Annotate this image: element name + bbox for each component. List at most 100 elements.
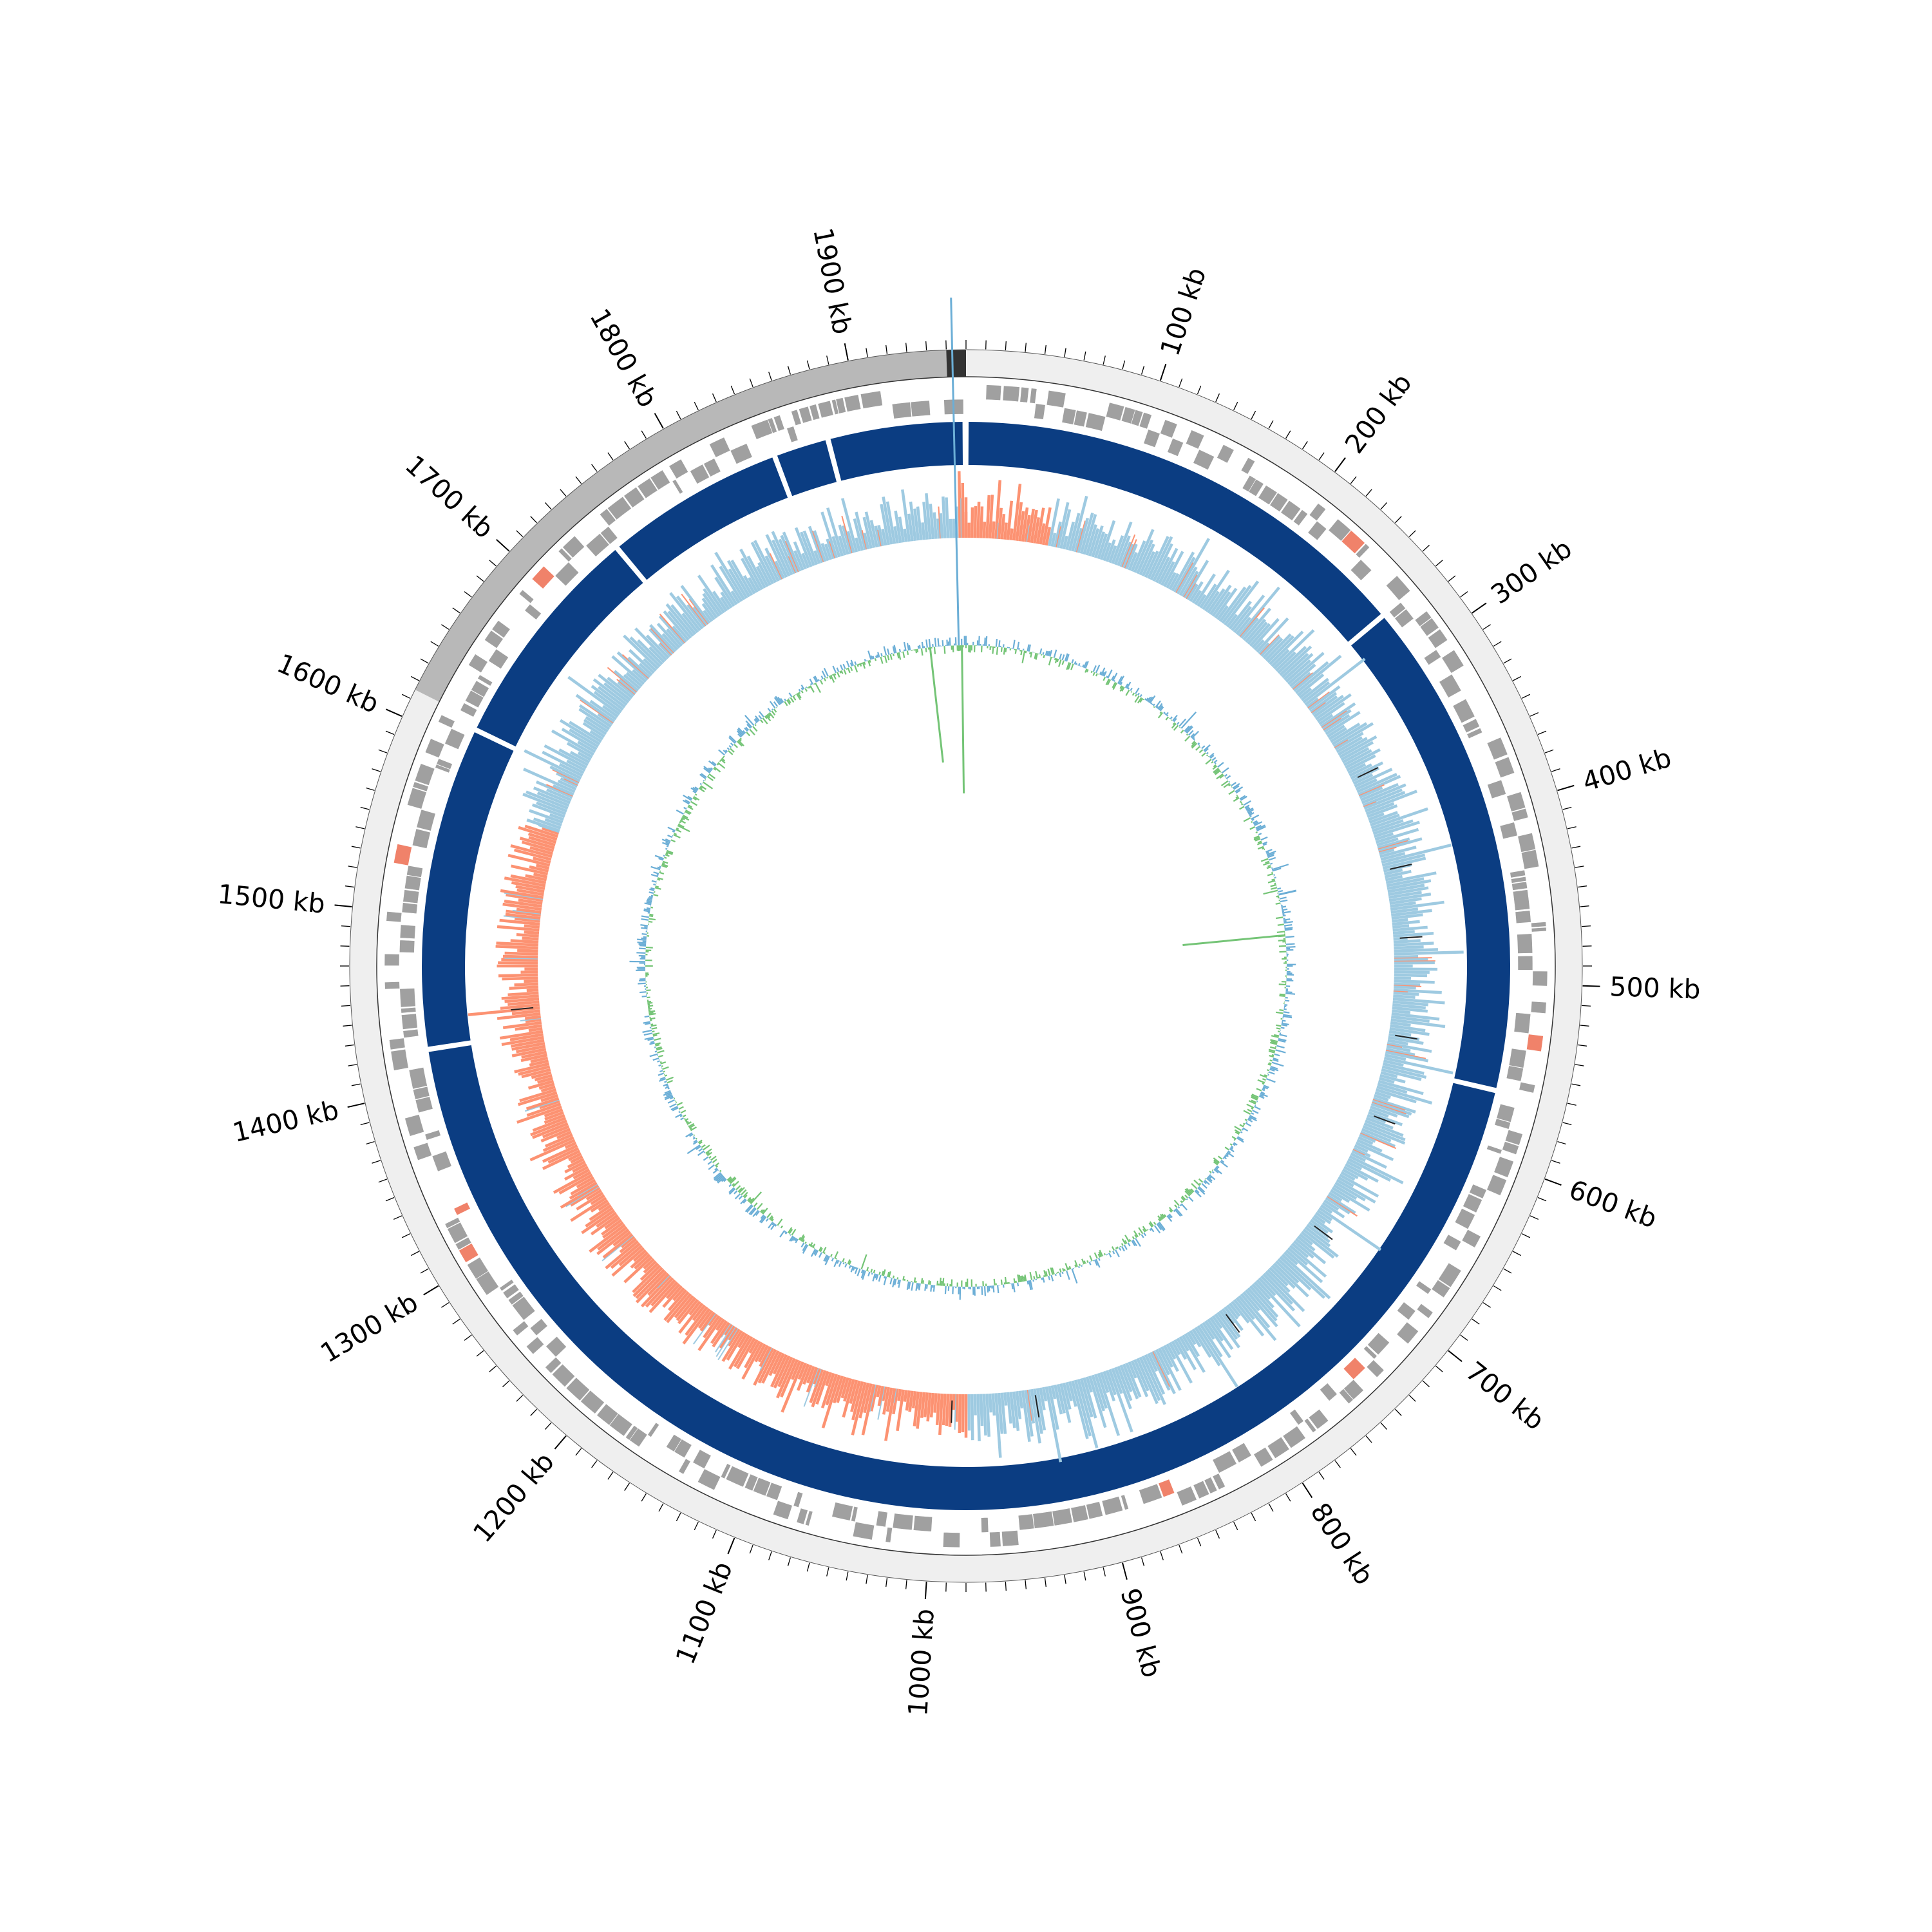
skew-bar (1387, 1039, 1408, 1046)
gc-bar (688, 804, 692, 808)
gc-bar (1256, 1088, 1262, 1092)
skew-bar (1186, 583, 1198, 601)
gc-bar (908, 645, 911, 650)
gc-bar (694, 786, 699, 790)
major-tick (334, 904, 352, 908)
skew-bar (761, 1350, 780, 1384)
skew-bar (1349, 1155, 1404, 1184)
skew-bar (501, 994, 539, 1000)
gc-bar (699, 1141, 703, 1145)
gc-bar (713, 768, 717, 771)
skew-bar (1313, 694, 1344, 718)
gc-bar (1121, 1238, 1126, 1245)
skew-bar (658, 615, 685, 645)
gc-bar (1236, 1137, 1244, 1143)
skew-spike (538, 824, 560, 833)
skew-bar (739, 548, 764, 591)
gc-bar (1116, 1246, 1119, 1249)
tick-label: 800 kb (1304, 1497, 1379, 1590)
skew-bar (553, 1171, 592, 1194)
minor-tick (410, 676, 419, 681)
feature-block (852, 1521, 875, 1540)
gc-bar (1235, 790, 1241, 794)
gc-bar (1021, 1275, 1025, 1282)
skew-bar (826, 507, 844, 557)
feature-block (1532, 971, 1548, 987)
skew-bar (757, 562, 772, 586)
skew-bar (521, 1050, 547, 1059)
skew-bar (909, 501, 917, 541)
skew-bar (780, 1359, 799, 1398)
gc-bar (1103, 1253, 1106, 1256)
skew-bar (502, 902, 542, 911)
minor-tick (846, 1571, 849, 1581)
feature-block (464, 690, 484, 708)
skew-bar (1099, 1372, 1110, 1393)
gc-bar (650, 887, 655, 890)
skew-bar (643, 658, 657, 672)
gc-bar (1284, 927, 1293, 930)
gc-bar (765, 1218, 769, 1222)
skew-bar (524, 924, 540, 929)
gc-bar (1240, 802, 1243, 804)
skew-spike (552, 769, 580, 783)
feature-block (424, 738, 445, 759)
skew-bar (560, 1184, 599, 1209)
gc-bar (797, 692, 802, 699)
skew-bar (532, 1117, 567, 1132)
skew-bar (1221, 585, 1252, 624)
feature-block (431, 1151, 452, 1172)
skew-bar (933, 512, 938, 539)
skew-bar (582, 722, 605, 738)
skew-bar (640, 1275, 672, 1308)
gc-bar (1095, 665, 1101, 674)
skew-bar (1361, 1128, 1392, 1142)
skew-bar (1181, 571, 1199, 598)
skew-spike (524, 1099, 560, 1112)
gc-bar (1190, 733, 1195, 738)
gc-bar (1054, 658, 1058, 663)
skew-bar (1242, 1291, 1260, 1312)
gc-bar (855, 1267, 857, 1269)
gc-bar (715, 1174, 723, 1182)
skew-bar (1393, 939, 1421, 944)
gc-bar (819, 679, 824, 685)
feature-block (1240, 457, 1256, 475)
feature-block (1269, 492, 1289, 513)
gc-bar (659, 866, 661, 868)
gc-bar (703, 1144, 710, 1151)
skew-bar (1354, 768, 1393, 788)
minor-tick (768, 372, 772, 381)
skew-bar (1311, 695, 1338, 715)
gc-bar (1242, 1122, 1245, 1125)
skew-bar (1085, 1376, 1093, 1393)
minor-tick (476, 575, 484, 582)
skew-bar (1392, 1006, 1428, 1013)
feature-block (1355, 543, 1370, 558)
gc-bar (1083, 1260, 1086, 1264)
minor-tick (1083, 351, 1086, 361)
skew-spike (1358, 784, 1385, 797)
skew-bar (836, 1376, 847, 1403)
skew-bar (1306, 697, 1320, 708)
feature-block (399, 940, 415, 953)
major-tick (554, 1435, 567, 1450)
feature-block (1217, 444, 1235, 464)
skew-bar (979, 506, 984, 538)
gc-bar (810, 1249, 816, 1257)
gc-bar (1283, 923, 1293, 927)
gc-bar (767, 708, 772, 712)
skew-bar (1304, 1226, 1331, 1247)
skew-bar (886, 1387, 893, 1412)
gc-bar (840, 664, 844, 670)
gc-bar (647, 1037, 654, 1041)
gc-bar (675, 828, 682, 833)
feature-block (384, 981, 401, 990)
gc-bar (649, 918, 656, 921)
gc-bar (661, 863, 668, 867)
gc-bar (658, 1077, 667, 1082)
gc-bar (666, 1084, 669, 1087)
gc-bar (739, 739, 742, 742)
skew-bar (564, 1166, 589, 1181)
gc-bar (835, 1258, 837, 1260)
